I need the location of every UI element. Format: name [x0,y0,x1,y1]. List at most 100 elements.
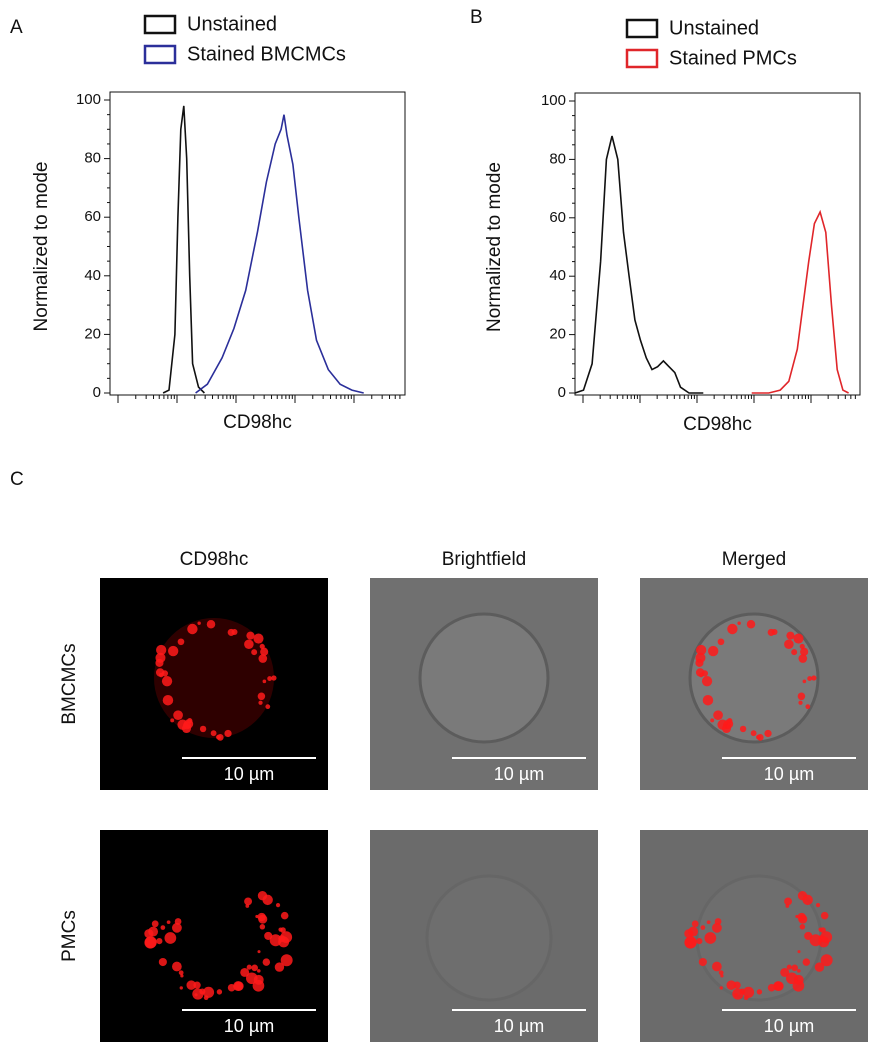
fluorescent-spot [717,638,725,646]
fluorescent-spot [267,676,273,681]
fluorescent-spot [723,719,734,729]
fluorescent-spot [809,934,822,947]
scale-bar-label: 10 µm [224,1016,274,1036]
row-label: PMCs [59,910,80,962]
fluorescent-spot [756,989,763,995]
column-header: CD98hc [180,549,249,570]
fluorescent-spot [275,903,281,908]
fluorescent-spot [820,931,833,944]
fluorescent-spot [257,692,266,701]
panel-label: A [10,17,23,38]
fluorescent-spot [173,710,183,721]
legend-swatch [625,48,659,69]
fluorescent-spot [701,676,713,687]
fluorescent-spot [253,633,264,644]
fluorescent-spot [688,926,699,937]
fluorescent-spot [799,924,806,930]
fluorescent-spot [164,932,177,944]
fluorescent-spot [797,912,806,922]
fluorescent-spot [167,645,179,657]
histogram-line [751,209,849,394]
histogram-line [162,105,205,394]
fluorescent-spot [246,972,258,985]
fluorescent-spot [210,730,217,737]
fluorescent-spot [280,911,289,920]
fluorescent-spot [162,694,174,706]
fluorescent-spot [177,638,185,646]
fluorescent-spot [802,958,811,966]
column-header: Merged [722,549,786,570]
panel-label: C [10,469,24,490]
panel-label: B [470,7,483,28]
fluorescent-spot [767,628,775,636]
fluorescent-spot [245,904,250,908]
fluorescent-spot [784,639,794,649]
fluorescent-spot [262,894,273,906]
legend-swatch [625,18,659,39]
fluorescent-spot [246,631,255,640]
fluorescent-spot [244,639,254,649]
fluorescent-spot [183,719,194,729]
fluorescent-spot [156,644,167,656]
histogram-line [574,135,704,394]
y-tick-label: 20 [84,325,101,342]
fluorescent-spot [197,621,201,625]
fluorescent-spot [696,938,703,945]
x-axis-label: CD98hc [683,414,752,435]
fluorescent-spot [161,676,173,687]
fluorescent-spot [280,954,293,967]
fluorescent-spot [259,924,266,930]
fluorescent-spot [785,904,790,908]
fluorescent-spot [257,912,266,922]
y-tick-label: 20 [549,326,566,343]
y-tick-label: 0 [558,384,566,401]
fluorescent-spot [737,621,741,625]
fluorescent-spot [695,668,705,677]
fluorescent-spot [203,995,209,1001]
y-tick-label: 100 [76,91,101,108]
fluorescent-spot [802,679,807,684]
fluorescent-spot [262,958,271,966]
fluorescent-spot [691,920,699,928]
fluorescent-spot [166,920,171,925]
legend-label: Unstained [669,17,759,39]
y-tick-label: 60 [549,209,566,226]
cell-glow [154,618,274,738]
fluorescent-spot [780,967,790,977]
y-axis-label: Normalized to mode [484,162,505,332]
fluorescent-spot [750,730,757,737]
fluorescent-spot [704,932,717,944]
fluorescent-spot [786,972,798,985]
fluorescent-spot [798,700,803,705]
scale-bar-label: 10 µm [494,764,544,784]
fluorescent-spot [820,911,829,920]
fluorescent-spot [743,995,749,1001]
fluorescent-spot [711,922,722,933]
column-header: Brightfield [442,549,527,570]
fluorescent-spot [156,938,163,945]
fluorescent-spot [712,961,722,972]
fluorescent-spot [199,725,207,733]
fluorescent-spot [203,986,215,998]
fluorescent-spot [767,983,776,992]
fluorescent-spot [240,967,250,977]
fluorescent-spot [756,734,761,740]
fluorescent-spot [227,983,236,992]
fluorescent-spot [155,652,166,663]
fluorescent-spot [206,619,216,629]
y-tick-label: 40 [84,267,101,284]
fluorescent-spot [786,964,792,970]
fluorescent-spot [814,962,825,972]
fluorescent-spot [251,649,258,656]
scale-bar-label: 10 µm [764,764,814,784]
fluorescent-spot [791,964,798,972]
scale-bar-label: 10 µm [494,1016,544,1036]
fluorescent-spot [820,954,833,967]
fluorescent-spot [793,633,804,644]
y-tick-label: 80 [84,150,101,167]
histogram-line [195,114,364,394]
scale-bar-label: 10 µm [764,1016,814,1036]
fluorescent-spot [695,652,706,663]
fluorescent-spot [259,643,265,650]
